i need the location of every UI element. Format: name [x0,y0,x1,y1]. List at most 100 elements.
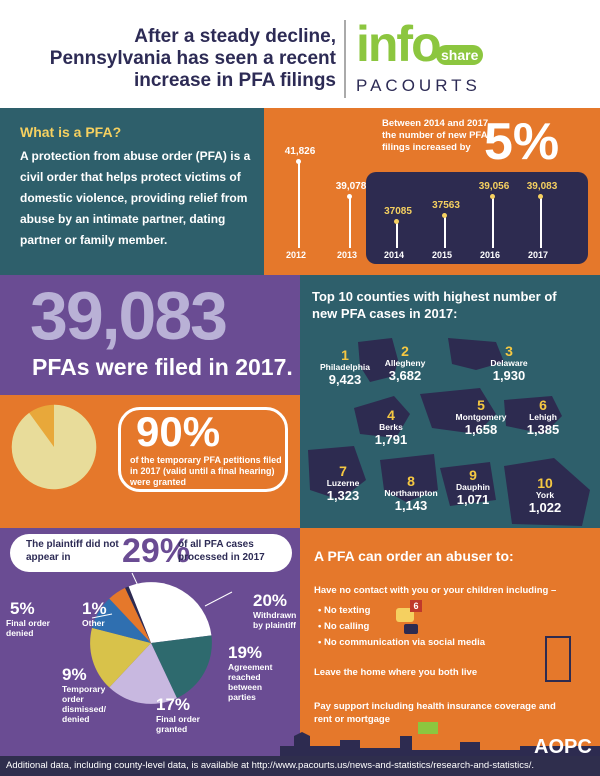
logo-info: info [356,16,442,72]
timeline-bar [444,215,446,248]
timeline-year-label: 2017 [528,250,549,260]
message-icon [396,608,414,622]
county-rank: 8 [407,473,415,489]
bullet-text: No communication via social media [323,637,485,648]
leave-home-text: Leave the home where you both live [314,667,478,678]
granted-pct: 90% [136,408,221,455]
county-value: 3,682 [388,368,422,383]
outcome-pie-slice [125,586,151,643]
leader-line [131,572,141,591]
county-rank: 4 [387,407,395,423]
timeline-year-label: 2013 [337,250,358,260]
county-item: 9 Dauphin 1,071 [440,468,506,507]
county-name: Montgomery [455,412,507,422]
timeline-point [394,218,399,224]
outcome-pie-slice [90,627,151,688]
what-is-body: A protection from abuse order (PFA) is a… [20,149,251,247]
timeline-value-label: 39,056 [478,181,510,192]
timeline-bar [540,196,542,248]
filed-text: PFAs were filed in 2017. [32,354,293,380]
timeline-point [296,159,301,165]
footer [0,756,600,776]
header [0,0,600,108]
county-value: 1,143 [394,498,428,513]
slice-label: Final order granted [156,714,200,734]
notification-badge: 6 [410,600,422,612]
county-value: 9,423 [328,372,362,387]
timeline-year-label: 2014 [384,250,405,260]
filed-number: 39,083 [30,278,228,354]
county-value: 1,022 [528,500,562,515]
county-name: Delaware [490,358,528,368]
county-shape-allegheny [358,338,398,382]
county-item: 5 Montgomery 1,658 [448,398,514,437]
bullet-no-texting: • No texting [318,605,371,616]
county-name: Berks [379,422,403,432]
timeline-point [538,193,543,199]
skyline-icon [280,732,600,756]
timeline-point [442,212,447,218]
granted-text: of the temporary PFA petitions filed in … [130,455,282,487]
county-item: 7 Luzerne 1,323 [310,464,376,503]
bullet-text: No calling [323,621,370,632]
slice-label: Agreement reached between parties [228,662,273,702]
county-shape-berks [354,396,410,438]
timeline-bar [298,162,300,248]
timeline-value-label: 41,826 [284,146,316,158]
timeline-year-label: 2012 [286,250,307,260]
county-value: 1,791 [374,432,408,447]
skyline-shape [280,732,600,756]
footer-text: Additional data, including county-level … [6,760,535,771]
county-value: 1,658 [464,422,498,437]
money-icon [418,722,438,734]
outcome-pie [90,582,212,704]
leader-line [91,613,113,619]
slice-label: Final order denied [6,618,50,638]
county-value: 1,323 [326,488,360,503]
logo-divider [344,20,346,98]
bullet-no-social: • No communication via social media [318,637,485,648]
timeline-year-label: 2016 [480,250,501,260]
outcome-pie-slice [151,635,212,699]
slice-label: Withdrawn by plaintiff [253,610,297,630]
county-rank: 2 [401,343,409,359]
outcome-pie-slice [128,582,212,643]
county-name: Lehigh [529,412,557,422]
order-panel [300,528,600,756]
county-name: Philadelphia [319,362,371,372]
timeline-point [490,194,495,199]
timeline-value-label: 37563 [432,199,460,211]
plaintiff-pill [10,534,292,572]
county-item: 8 Northampton 1,143 [378,474,444,513]
slice-pct: 20% [253,591,288,610]
slice-pct: 19% [228,643,263,662]
granted-pie-slice [11,404,97,490]
county-item: 3 Delaware 1,930 [476,344,542,383]
slice-pct: 17% [156,695,191,714]
order-heading: A PFA can order an abuser to: [314,548,514,564]
county-rank: 5 [477,397,485,413]
support-text: Pay support including health insurance c… [314,701,556,725]
plaintiff-pct: 29% [122,532,191,570]
county-item: 6 Lehigh 1,385 [510,398,576,437]
logo-share: share [436,45,484,65]
county-shape-montgomery [420,388,496,434]
county-item: 4 Berks 1,791 [358,408,424,447]
county-map [308,338,590,526]
counties-heading: Top 10 counties with highest number of n… [312,289,557,321]
county-item: 2 Allegheny 3,682 [372,344,438,383]
county-value: 1,071 [456,492,490,507]
county-rank: 1 [341,347,349,363]
county-rank: 3 [505,343,513,359]
county-name: Northampton [384,488,438,498]
timeline-bar [492,197,494,248]
timeline-bar [349,196,351,248]
slice-pct: 1% [82,599,107,618]
county-value: 1,385 [526,422,560,437]
timeline-value-label: 39,078 [335,180,367,192]
granted-pie [11,404,97,490]
slice-pct: 9% [62,665,87,684]
increase-pct: 5% [484,113,560,171]
county-rank: 7 [339,463,347,479]
chat-icon [404,624,418,634]
